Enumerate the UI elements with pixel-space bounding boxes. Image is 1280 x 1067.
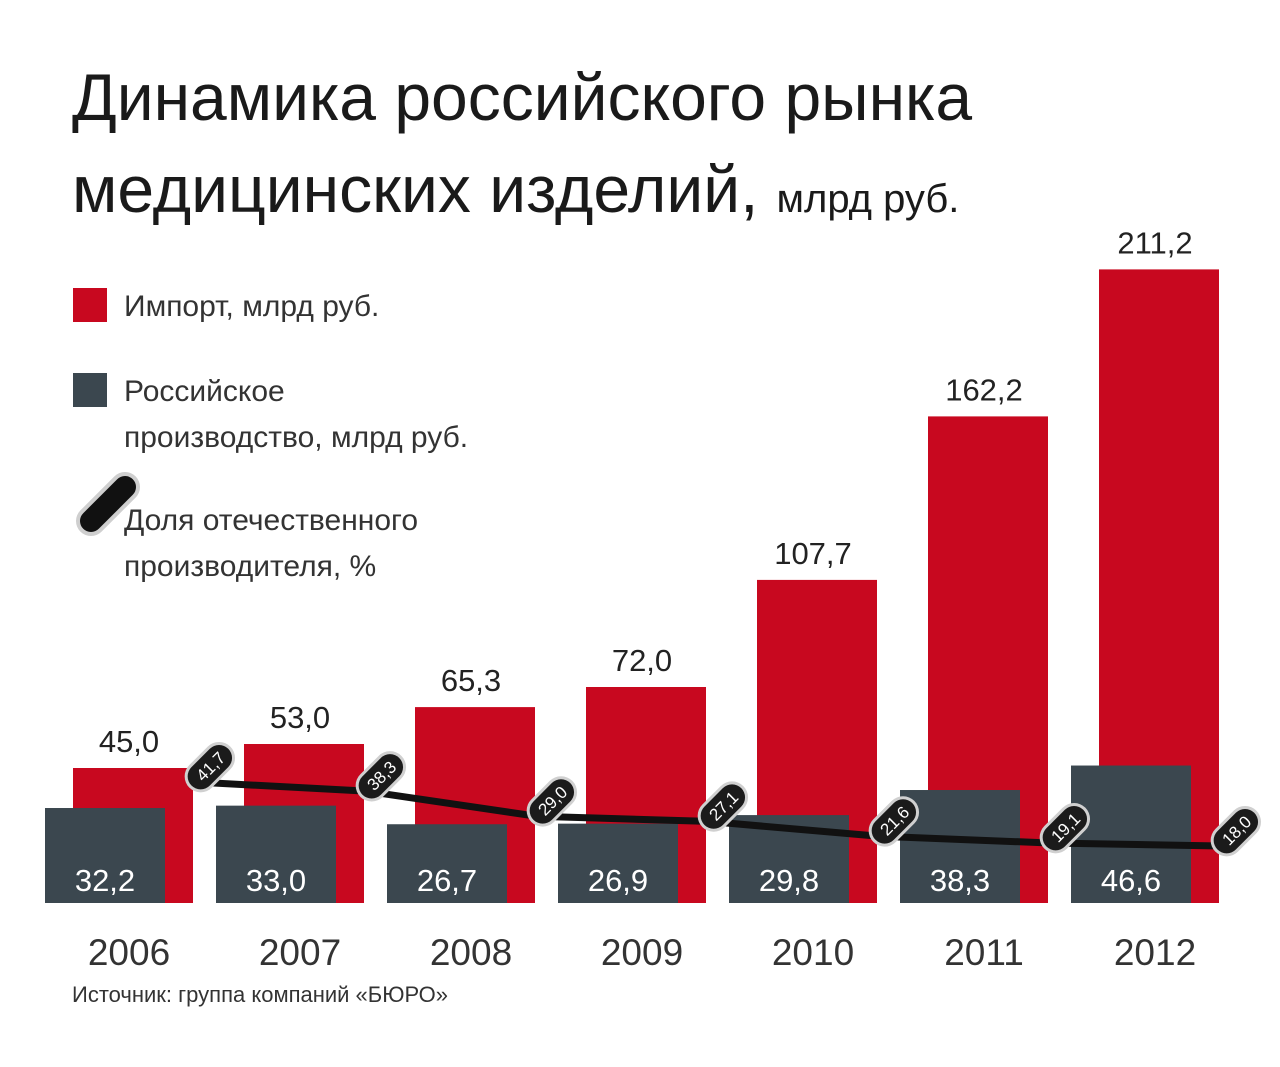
share-marker-body [871, 799, 917, 844]
share-marker-2010: 21,6 [868, 796, 920, 847]
year-label-2006: 2006 [88, 932, 170, 973]
import-value-label-2012: 211,2 [1117, 225, 1192, 260]
year-label-2011: 2011 [944, 932, 1024, 973]
domestic-value-label-2010: 29,8 [759, 863, 819, 898]
domestic-value-label-2007: 33,0 [246, 863, 306, 898]
legend-share-marker-icon [76, 472, 140, 536]
import-value-label-2006: 45,0 [99, 724, 159, 759]
share-marker-2012: 18,0 [1210, 805, 1262, 857]
chart-title-line1: Динамика российского рынка [72, 60, 972, 134]
domestic-value-label-2011: 38,3 [930, 863, 990, 898]
import-value-label-2009: 72,0 [612, 643, 672, 678]
import-value-label-2008: 65,3 [441, 663, 501, 698]
import-value-label-2007: 53,0 [270, 700, 330, 735]
share-marker-body [358, 754, 404, 799]
share-marker-2008: 29,0 [526, 776, 578, 827]
legend-domestic-swatch [73, 373, 107, 407]
chart-title-unit: млрд руб. [777, 177, 960, 221]
year-label-2008: 2008 [430, 932, 512, 973]
import-value-label-2010: 107,7 [774, 536, 852, 571]
share-marker-2009: 27,1 [697, 781, 749, 832]
legend-import-swatch [73, 288, 107, 322]
domestic-value-label-2008: 26,7 [417, 863, 477, 898]
chart-title-line2: медицинских изделий, млрд руб. [72, 152, 959, 226]
legend-share-label-line2: производителя, % [124, 550, 376, 583]
domestic-bar-2009 [558, 823, 678, 903]
domestic-value-label-2012: 46,6 [1101, 863, 1161, 898]
share-marker-body [1213, 808, 1259, 854]
chart-title-main: медицинских изделий, [72, 152, 759, 226]
year-label-2012: 2012 [1114, 932, 1196, 973]
domestic-bar-2007 [216, 805, 336, 903]
legend-domestic-label-line2: производство, млрд руб. [124, 421, 468, 454]
year-label-2009: 2009 [601, 932, 683, 973]
year-label-2010: 2010 [772, 932, 854, 973]
source-note: Источник: группа компаний «БЮРО» [72, 982, 448, 1007]
legend-import-label: Импорт, млрд руб. [124, 290, 379, 323]
domestic-bar-2006 [45, 808, 165, 903]
bars-layer [45, 269, 1219, 903]
share-line-layer: 41,7 38,329,0 27,1 21,6 19,1 18,0 [184, 741, 1262, 857]
domestic-value-label-2009: 26,9 [588, 863, 648, 898]
share-marker-body [700, 784, 746, 829]
legend-share-label-line1: Доля отечественного [124, 504, 418, 537]
year-label-2007: 2007 [259, 932, 341, 973]
share-marker-2006: 41,7 [184, 741, 236, 793]
domestic-bar-2011 [900, 790, 1020, 903]
share-marker-body [1042, 805, 1088, 851]
labels-layer: 45,0 32,2 2006 53,0 33,0 2007 65,3 26,7 2008 72,0… [75, 225, 1196, 973]
domestic-bar-2012 [1071, 765, 1191, 903]
domestic-value-label-2006: 32,2 [75, 863, 135, 898]
legend-domestic-label-line1: Российское [124, 375, 285, 408]
import-value-label-2011: 162,2 [945, 372, 1023, 407]
share-marker-body [187, 744, 233, 790]
domestic-bar-2008 [387, 824, 507, 903]
